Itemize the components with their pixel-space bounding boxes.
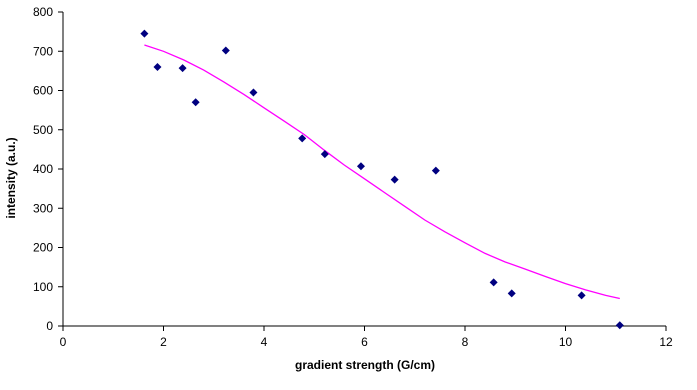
data-point — [615, 321, 624, 330]
data-point — [507, 289, 516, 298]
axes — [58, 11, 667, 331]
data-point — [221, 46, 230, 55]
data-point — [577, 291, 586, 300]
data-point — [489, 278, 498, 287]
y-tick-label: 700 — [33, 44, 53, 58]
data-point — [390, 175, 399, 184]
data-point — [178, 64, 187, 73]
data-point — [249, 88, 258, 97]
trend-line — [144, 44, 620, 300]
y-axis-title: intensity (a.u.) — [4, 137, 18, 218]
x-axis-title: gradient strength (G/cm) — [295, 358, 435, 372]
y-tick-label: 0 — [46, 319, 53, 333]
data-point — [191, 98, 200, 107]
data-point — [320, 150, 329, 159]
x-tick-label: 8 — [462, 335, 469, 349]
y-tick-label: 100 — [33, 280, 53, 294]
x-tick-label: 4 — [261, 335, 268, 349]
data-point — [140, 29, 149, 38]
tick-labels: 0 100 200 300 400 500 600 700 800 0 2 4 6 8 10 12 — [33, 5, 673, 349]
x-tick-label: 0 — [60, 335, 67, 349]
x-tick-label: 10 — [559, 335, 573, 349]
x-tick-label: 6 — [361, 335, 368, 349]
data-point — [356, 162, 365, 171]
x-tick-label: 2 — [160, 335, 167, 349]
y-tick-label: 600 — [33, 84, 53, 98]
y-tick-label: 300 — [33, 201, 53, 215]
data-point — [153, 62, 162, 71]
x-tick-label: 12 — [659, 335, 673, 349]
data-point — [298, 134, 307, 143]
y-tick-label: 400 — [33, 162, 53, 176]
data-point — [431, 166, 440, 175]
data-points — [140, 29, 624, 330]
y-tick-label: 200 — [33, 241, 53, 255]
y-tick-label: 500 — [33, 123, 53, 137]
y-tick-label: 800 — [33, 5, 53, 19]
trend-line-layer — [144, 44, 620, 300]
